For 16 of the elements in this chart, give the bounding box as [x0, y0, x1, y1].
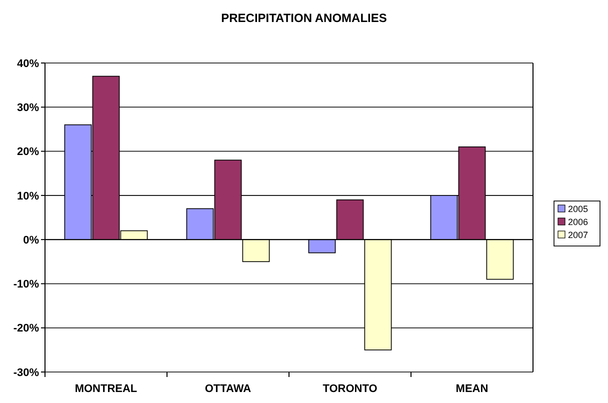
y-tick-label: -30%	[13, 366, 40, 379]
y-tick-label: -20%	[13, 322, 40, 335]
x-tick-label: MEAN	[456, 383, 488, 395]
y-tick-label: 40%	[16, 58, 40, 70]
legend-label: 2006	[568, 217, 588, 227]
chart-title: PRECIPITATION ANOMALIES	[221, 11, 387, 25]
x-tick-label: MONTREAL	[74, 383, 138, 395]
y-tick-label: 20%	[16, 146, 40, 158]
legend-label: 2007	[568, 230, 588, 240]
y-tick-label: -10%	[13, 278, 40, 291]
y-tick-label: 30%	[16, 102, 40, 114]
x-tick-label: TORONTO	[322, 383, 378, 395]
y-tick-label: 0%	[23, 234, 40, 246]
y-tick-label: 10%	[16, 190, 40, 202]
legend-label: 2005	[568, 204, 588, 214]
x-tick-label: OTTAWA	[204, 383, 252, 395]
